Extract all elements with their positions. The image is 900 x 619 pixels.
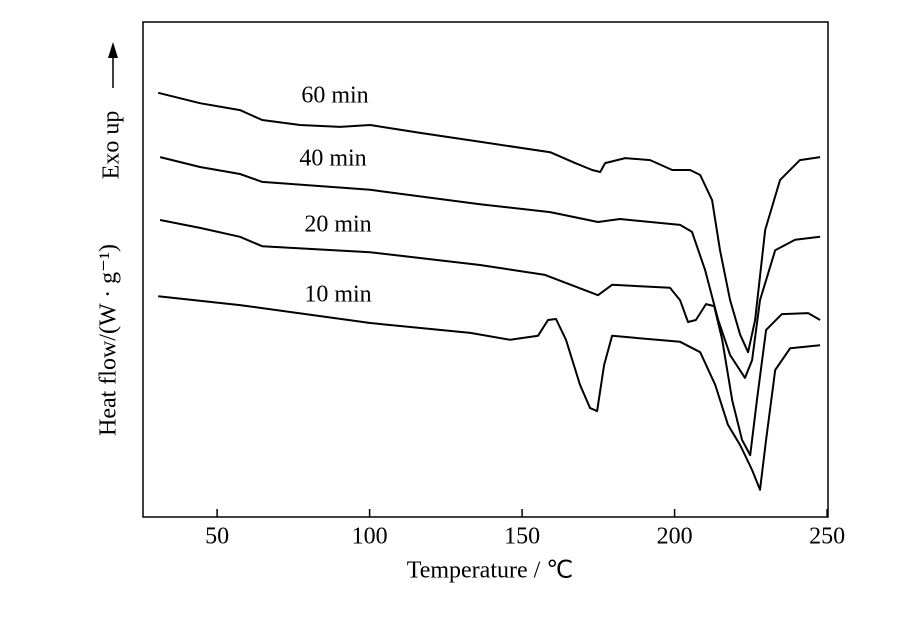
series-line [159, 219, 821, 457]
series-line [159, 156, 821, 379]
x-axis-label: Temperature / ℃ [407, 558, 574, 584]
y-axis-label: Heat flow/(W · g⁻¹) [96, 244, 122, 436]
series-label: 40 min [299, 146, 366, 172]
annotation: Exo up [99, 111, 125, 180]
exo-arrow [108, 42, 118, 88]
x-tick-label: 200 [657, 524, 693, 550]
series-line [157, 91, 821, 354]
series-label: 60 min [301, 83, 368, 109]
series-label: 20 min [304, 212, 371, 238]
x-tick-label: 100 [352, 524, 388, 550]
plot-frame [142, 21, 829, 518]
x-tick-label: 150 [504, 524, 540, 550]
series-line [158, 295, 821, 491]
x-tick-label: 250 [809, 524, 845, 550]
x-tick-label: 50 [205, 524, 229, 550]
series-label: 10 min [304, 282, 371, 308]
